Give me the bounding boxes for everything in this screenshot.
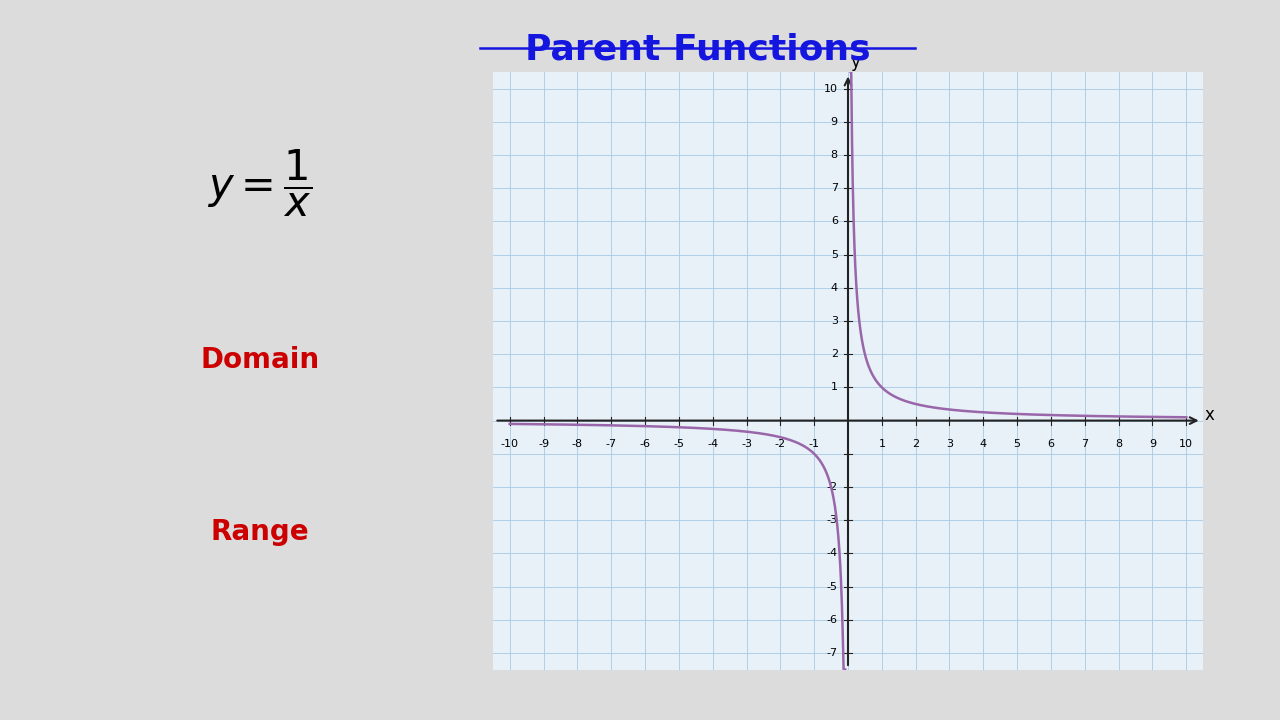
Text: 4: 4 bbox=[979, 439, 987, 449]
Text: 6: 6 bbox=[1047, 439, 1055, 449]
Text: Domain: Domain bbox=[201, 346, 320, 374]
Text: y: y bbox=[850, 53, 860, 71]
Text: -7: -7 bbox=[605, 439, 617, 449]
Text: -5: -5 bbox=[673, 439, 685, 449]
Text: 10: 10 bbox=[824, 84, 838, 94]
Text: 9: 9 bbox=[1149, 439, 1156, 449]
Text: -3: -3 bbox=[827, 516, 838, 525]
Text: 7: 7 bbox=[831, 183, 838, 193]
Text: -5: -5 bbox=[827, 582, 838, 592]
Text: -4: -4 bbox=[827, 549, 838, 559]
Text: 8: 8 bbox=[831, 150, 838, 160]
Text: 4: 4 bbox=[831, 283, 838, 293]
Text: 10: 10 bbox=[1179, 439, 1193, 449]
Text: -2: -2 bbox=[827, 482, 838, 492]
Text: 1: 1 bbox=[831, 382, 838, 392]
Text: -3: -3 bbox=[741, 439, 753, 449]
Text: -2: -2 bbox=[774, 439, 786, 449]
Text: 6: 6 bbox=[831, 217, 838, 226]
Text: -7: -7 bbox=[827, 648, 838, 658]
Text: -9: -9 bbox=[538, 439, 549, 449]
Text: 3: 3 bbox=[946, 439, 954, 449]
Text: 9: 9 bbox=[831, 117, 838, 127]
Text: 7: 7 bbox=[1082, 439, 1088, 449]
Text: 5: 5 bbox=[831, 250, 838, 260]
Text: x: x bbox=[1204, 405, 1215, 423]
Text: -8: -8 bbox=[572, 439, 582, 449]
Text: 1: 1 bbox=[878, 439, 886, 449]
Text: -6: -6 bbox=[827, 615, 838, 625]
Text: 3: 3 bbox=[831, 316, 838, 326]
Text: 8: 8 bbox=[1115, 439, 1123, 449]
Text: $y = \dfrac{1}{x}$: $y = \dfrac{1}{x}$ bbox=[207, 148, 312, 219]
Text: -4: -4 bbox=[707, 439, 718, 449]
Text: Parent Functions: Parent Functions bbox=[525, 32, 870, 66]
Text: -10: -10 bbox=[500, 439, 518, 449]
Text: 2: 2 bbox=[831, 349, 838, 359]
Text: -6: -6 bbox=[640, 439, 650, 449]
Text: 2: 2 bbox=[913, 439, 919, 449]
Text: -1: -1 bbox=[809, 439, 819, 449]
Text: 5: 5 bbox=[1014, 439, 1020, 449]
Text: Range: Range bbox=[211, 518, 310, 546]
